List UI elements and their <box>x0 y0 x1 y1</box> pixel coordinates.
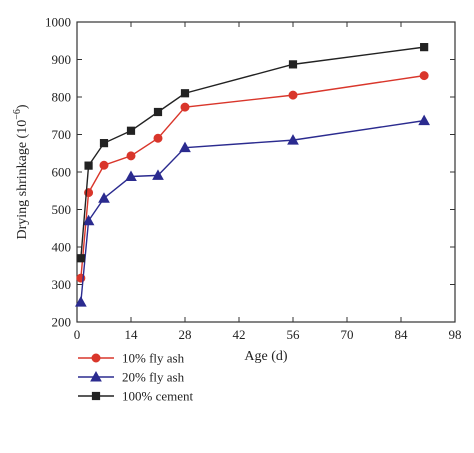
data-point <box>180 102 190 112</box>
x-tick-label: 42 <box>233 327 246 342</box>
data-point <box>99 139 109 148</box>
data-point <box>420 43 429 52</box>
legend-item-1: 10% fly ash <box>78 351 185 366</box>
data-point <box>99 160 109 170</box>
y-tick-label: 600 <box>52 165 72 180</box>
data-point <box>98 192 110 203</box>
y-axis-title: Drying shrinkage (10−6) <box>12 104 30 239</box>
ticks: 0 14 28 42 56 70 84 98 200 300 400 500 600 700 800 900 1… <box>45 15 462 343</box>
x-tick-label: 28 <box>179 327 192 342</box>
y-axis-title-main: Drying shrinkage (10 <box>15 120 30 240</box>
data-point <box>76 254 85 263</box>
y-tick-label: 700 <box>52 127 72 142</box>
legend-label: 20% fly ash <box>122 370 185 385</box>
legend-item-2: 20% fly ash <box>78 370 185 385</box>
data-point <box>287 134 299 145</box>
data-point <box>419 71 429 81</box>
y-tick-label: 1000 <box>45 15 71 30</box>
series-3 <box>76 43 429 263</box>
legend-label: 100% cement <box>122 389 194 404</box>
series-line <box>80 119 425 303</box>
data-point <box>84 161 93 170</box>
data-point <box>288 60 298 69</box>
data-point <box>179 141 191 153</box>
y-tick-label: 900 <box>52 52 72 67</box>
x-tick-label: 14 <box>125 327 139 342</box>
legend-label: 10% fly ash <box>122 351 185 366</box>
plot-frame <box>76 21 456 323</box>
series-group <box>75 43 430 307</box>
data-point <box>180 89 190 98</box>
series-2 <box>75 114 430 307</box>
data-point <box>125 170 137 181</box>
y-tick-label: 200 <box>52 315 72 330</box>
legend-marker <box>90 370 102 382</box>
legend: 10% fly ash 20% fly ash 100% cement <box>78 351 194 404</box>
y-axis-title-exponent: −6 <box>12 109 23 120</box>
data-point <box>126 151 136 161</box>
y-tick-label: 800 <box>52 90 72 105</box>
axes <box>76 21 456 323</box>
y-tick-label: 300 <box>52 277 72 292</box>
data-point <box>418 114 430 126</box>
y-tick-label: 400 <box>52 240 72 255</box>
legend-item-3: 100% cement <box>78 389 194 404</box>
data-point <box>152 169 164 180</box>
data-point <box>82 214 95 226</box>
data-point <box>288 90 298 100</box>
legend-marker <box>91 391 101 401</box>
y-axis-title-close: ) <box>15 104 30 109</box>
data-point <box>153 107 163 117</box>
x-tick-label: 56 <box>287 327 301 342</box>
series-line <box>80 74 425 279</box>
data-point <box>75 296 87 307</box>
x-axis-title: Age (d) <box>244 349 287 364</box>
y-tick-label: 500 <box>52 202 72 217</box>
x-tick-label: 70 <box>341 327 354 342</box>
legend-marker <box>91 353 101 363</box>
x-tick-label: 84 <box>395 327 409 342</box>
data-point <box>153 133 163 143</box>
data-point <box>126 126 136 135</box>
x-tick-label: 98 <box>449 327 462 342</box>
series-1 <box>76 71 429 283</box>
x-tick-label: 0 <box>74 327 81 342</box>
